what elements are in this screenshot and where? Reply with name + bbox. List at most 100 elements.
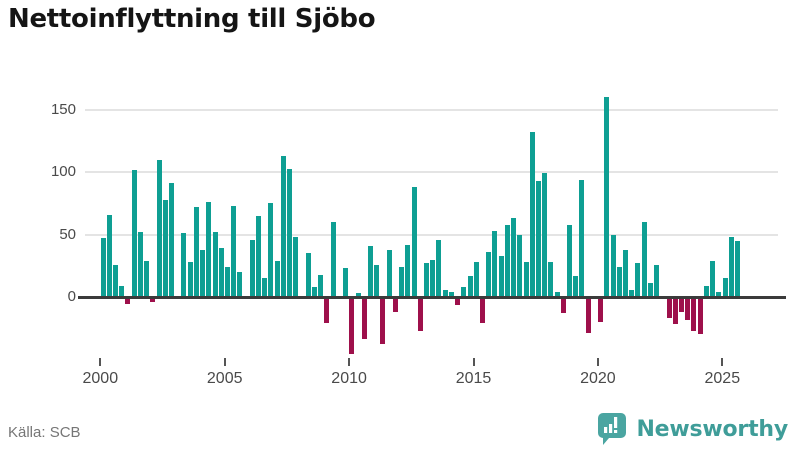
newsworthy-logo: Newsworthy [596,412,788,446]
bar [529,132,535,297]
bar [150,299,156,302]
bar [119,285,125,297]
bar [361,299,367,339]
bar [666,299,672,318]
bar [554,292,560,297]
bar [312,287,317,297]
bar [237,272,243,297]
bar [492,230,498,297]
bar [548,262,554,297]
x-axis-label: 2010 [331,370,367,387]
bar [181,233,187,297]
bar [504,224,510,297]
bar [567,224,572,297]
bar [734,240,740,297]
bar [728,237,734,297]
bar [268,203,274,297]
bar [461,287,467,297]
bar [467,275,473,297]
bar [249,239,255,297]
x-axis-tick [348,358,351,366]
bar [293,237,299,297]
bar [672,299,678,324]
bar [262,278,268,297]
y-axis-label: 100 [50,163,76,181]
bar [722,278,728,297]
bar [156,159,162,297]
bar [193,207,199,297]
bar [100,238,106,297]
bar [305,253,311,297]
x-axis-tick [472,358,475,366]
grid-line [85,108,778,111]
bar [200,249,205,297]
bar [324,299,330,323]
bar [343,268,349,297]
x-axis-label: 2025 [704,370,741,387]
newsworthy-bubble-chart-icon [596,412,627,446]
bar [604,97,610,297]
bar [318,274,324,297]
bar [629,289,635,297]
bar [125,299,131,304]
bar [380,299,386,344]
bar [392,299,398,312]
bar [224,267,230,297]
x-axis-tick [721,358,724,366]
bar [144,260,149,297]
bar [274,260,280,297]
x-axis-tick [99,358,102,366]
bar [106,214,112,297]
bar [187,262,193,297]
bar [423,263,429,297]
bar [442,289,448,297]
chart-title: Nettoinflyttning till Sjöbo [8,4,376,34]
bar [386,249,392,297]
x-axis-label: 2005 [206,370,243,387]
bar [535,180,541,297]
bar [635,263,641,297]
y-axis-label: 150 [50,100,76,118]
bar [399,267,405,297]
bar [542,173,548,297]
grid-line [85,171,778,174]
x-axis-line [78,296,786,299]
x-axis-tick [223,358,226,366]
x-axis-label: 2020 [580,370,616,387]
bar [256,215,261,297]
y-axis-label: 0 [67,288,76,305]
bar [579,179,585,297]
x-axis-label: 2015 [455,370,492,387]
bar [486,252,492,297]
bar [287,168,293,297]
bar [455,299,460,306]
bar [641,222,647,297]
bar [479,299,485,323]
bar [523,262,529,297]
bar [697,299,703,334]
bar [405,244,411,297]
bar [430,259,436,297]
bar [716,292,722,297]
bar [349,299,355,354]
bar [368,245,373,297]
bar [473,262,479,297]
bar [411,187,417,297]
x-axis-tick [596,358,599,366]
bar [280,156,286,297]
bar [654,264,660,297]
bar [511,218,516,297]
bar [355,293,361,297]
bar [616,267,622,297]
y-axis-label: 50 [59,225,76,243]
bar [623,249,628,297]
bar [330,222,336,297]
bar [137,232,143,297]
bar [162,199,168,297]
bar [498,255,504,297]
bar [679,299,684,312]
bar [710,260,716,297]
bar [168,183,174,297]
